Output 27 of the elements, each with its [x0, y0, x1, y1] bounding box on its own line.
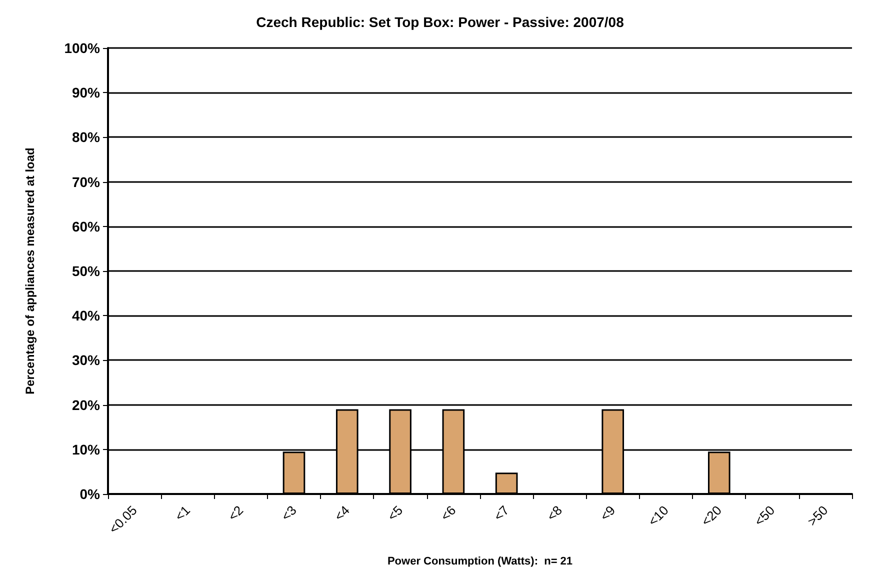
- y-tick-label: 80%: [72, 129, 101, 146]
- y-tick-label: 20%: [72, 396, 101, 413]
- y-axis-title: Percentage of appliances measured at load: [23, 148, 37, 394]
- x-tick-label: <6: [438, 502, 459, 524]
- x-tick-label: <1: [172, 502, 194, 524]
- x-tick-label: <5: [384, 502, 406, 524]
- x-tick-label: <3: [278, 502, 300, 524]
- x-axis-title: Power Consumption (Watts): n= 21: [387, 556, 573, 568]
- y-tick-label: 70%: [72, 174, 101, 190]
- y-tick-label: 40%: [72, 308, 101, 324]
- y-tick-label: 30%: [72, 352, 101, 368]
- x-tick-label: <20: [698, 502, 724, 529]
- x-tick-label: <4: [331, 502, 352, 524]
- x-tick-label: <2: [225, 502, 246, 524]
- y-tick-label: 100%: [64, 40, 101, 56]
- x-tick-label: >50: [804, 502, 831, 529]
- y-tick-label: 0%: [80, 486, 101, 502]
- x-tick-label: <10: [645, 502, 672, 529]
- y-tick-label: 50%: [72, 263, 101, 279]
- y-tick-label: 90%: [72, 84, 101, 101]
- y-tick-label: 60%: [72, 218, 101, 234]
- x-tick-label: <8: [544, 502, 566, 524]
- x-tick-label: <7: [490, 502, 512, 524]
- y-tick-label: 10%: [72, 441, 101, 458]
- x-tick-label: <9: [597, 502, 618, 524]
- x-tick-label: <50: [751, 502, 778, 529]
- chart-title: Czech Republic: Set Top Box: Power - Passive: 2007/08: [256, 14, 624, 30]
